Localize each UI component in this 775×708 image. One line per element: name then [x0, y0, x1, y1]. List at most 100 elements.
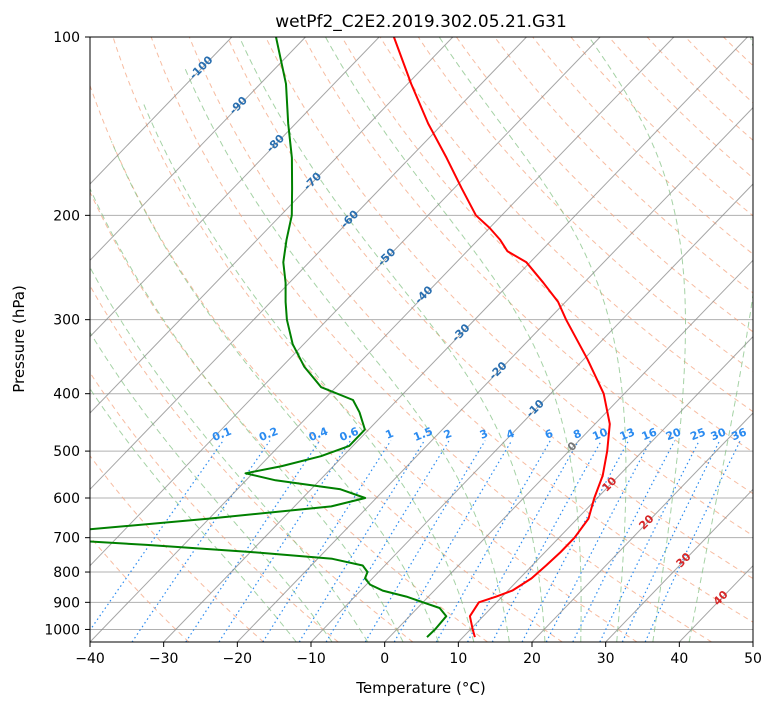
x-tick-label: −20 [223, 651, 253, 667]
dry-adiabat [112, 37, 638, 642]
isotherm [90, 37, 306, 262]
isotherms [90, 37, 753, 642]
y-tick-label: 200 [53, 208, 80, 224]
y-tick-label: 800 [53, 565, 80, 581]
mixing-ratio-label: 2 [442, 427, 454, 442]
dry-adiabat [303, 37, 753, 495]
mixing-ratio-line [185, 440, 321, 642]
isotherm [90, 37, 675, 642]
mixing-ratio-line [599, 440, 700, 642]
isotherm-label: -50 [375, 245, 398, 268]
mixing-ratio-line [298, 440, 425, 642]
mixing-ratio-label: 13 [618, 425, 637, 443]
isotherm-label: -20 [486, 359, 509, 382]
mixing-ratio-labels: 0.1 0.2 0.4 0.6 1 1.5 2 3 4 6 8 10 13 16 20 25 30 36 [210, 425, 748, 444]
dry-adiabat [341, 37, 753, 453]
x-tick-label: 40 [670, 651, 688, 667]
mixing-ratio-line [325, 440, 450, 642]
isotherm-label: -90 [227, 94, 250, 117]
isotherm [90, 37, 601, 567]
isotherm-label: -30 [449, 321, 472, 344]
dry-adiabats [90, 37, 775, 642]
isotherm [236, 106, 753, 642]
dry-adiabat [188, 37, 753, 623]
moist-adiabat [325, 37, 582, 642]
dry-adiabat [265, 37, 753, 537]
mixing-ratio-line [435, 440, 551, 642]
mixing-ratio-label: 36 [729, 425, 748, 443]
dry-adiabat [150, 37, 712, 642]
dry-adiabat [90, 371, 339, 642]
y-tick-label: 600 [53, 491, 80, 507]
isotherm [531, 412, 753, 642]
y-tick-label: 900 [53, 595, 80, 611]
isotherm-label: -60 [338, 207, 361, 230]
plot-frame [89, 36, 754, 643]
dry-adiabat [227, 37, 753, 580]
isotherm-label: -10 [524, 397, 547, 420]
dry-adiabat [379, 37, 753, 413]
mixing-ratio-label: 8 [571, 427, 583, 442]
mixing-ratio-line [218, 440, 351, 642]
dry-adiabat [685, 37, 753, 104]
moist-adiabat [90, 266, 369, 642]
isotherm-label: 40 [711, 588, 731, 608]
mixing-ratio-label: 6 [543, 427, 555, 442]
x-tick-label: 10 [449, 651, 467, 667]
dry-adiabat [90, 84, 563, 642]
mixing-ratio-lines [90, 440, 741, 642]
isotherm [752, 641, 753, 642]
dewpoint-profile [90, 37, 448, 638]
mixing-ratio-label: 16 [640, 425, 659, 443]
isotherm [457, 335, 753, 642]
mixing-ratio-label: 25 [688, 425, 707, 443]
moist-adiabat [143, 104, 475, 642]
moist-adiabat [238, 37, 546, 642]
x-tick-label: 30 [597, 651, 615, 667]
mixing-ratio-label: 0.1 [210, 425, 233, 444]
isotherm [310, 183, 753, 642]
dry-adiabat [646, 37, 753, 141]
isotherm [90, 37, 380, 338]
moist-adiabat [438, 37, 627, 642]
isotherm [163, 37, 748, 642]
y-axis-ticks: 100 200 300 400 500 600 700 800 900 1000 [44, 30, 90, 638]
mixing-ratio-line [621, 440, 721, 642]
y-axis-label: Pressure (hPa) [10, 285, 28, 393]
x-tick-label: 0 [380, 651, 389, 667]
moist-adiabat [90, 331, 333, 642]
y-tick-label: 500 [53, 444, 80, 460]
moist-adiabat [688, 37, 753, 642]
dry-adiabat [762, 37, 775, 642]
y-tick-label: 100 [53, 30, 80, 46]
x-tick-label: 50 [744, 651, 762, 667]
y-tick-label: 300 [53, 313, 80, 329]
mixing-ratio-line [572, 440, 676, 642]
mixing-ratio-label: 3 [478, 427, 490, 442]
dry-adiabat [570, 37, 753, 217]
moist-adiabat [183, 66, 510, 642]
mixing-ratio-label: 0.2 [257, 425, 280, 444]
moist-adiabat [90, 187, 404, 642]
dry-adiabat [90, 284, 414, 642]
moist-adiabat [110, 141, 439, 642]
isotherm-label: 30 [674, 550, 694, 570]
mixing-ratio-line [491, 440, 602, 642]
moist-adiabats [90, 37, 753, 642]
dry-adiabat [455, 37, 753, 333]
x-tick-label: −10 [296, 651, 326, 667]
isotherm [384, 259, 753, 642]
dry-adiabat [90, 190, 488, 642]
dry-adiabat [90, 454, 264, 642]
y-tick-label: 400 [53, 387, 80, 403]
dry-adiabat [723, 37, 753, 67]
mixing-ratio-label: 20 [664, 425, 683, 443]
mixing-ratio-line [131, 440, 271, 642]
y-tick-label: 700 [53, 531, 80, 547]
y-tick-label: 1000 [44, 622, 80, 638]
mixing-ratio-line [364, 440, 486, 642]
x-tick-label: 20 [523, 651, 541, 667]
isotherm [90, 37, 233, 185]
